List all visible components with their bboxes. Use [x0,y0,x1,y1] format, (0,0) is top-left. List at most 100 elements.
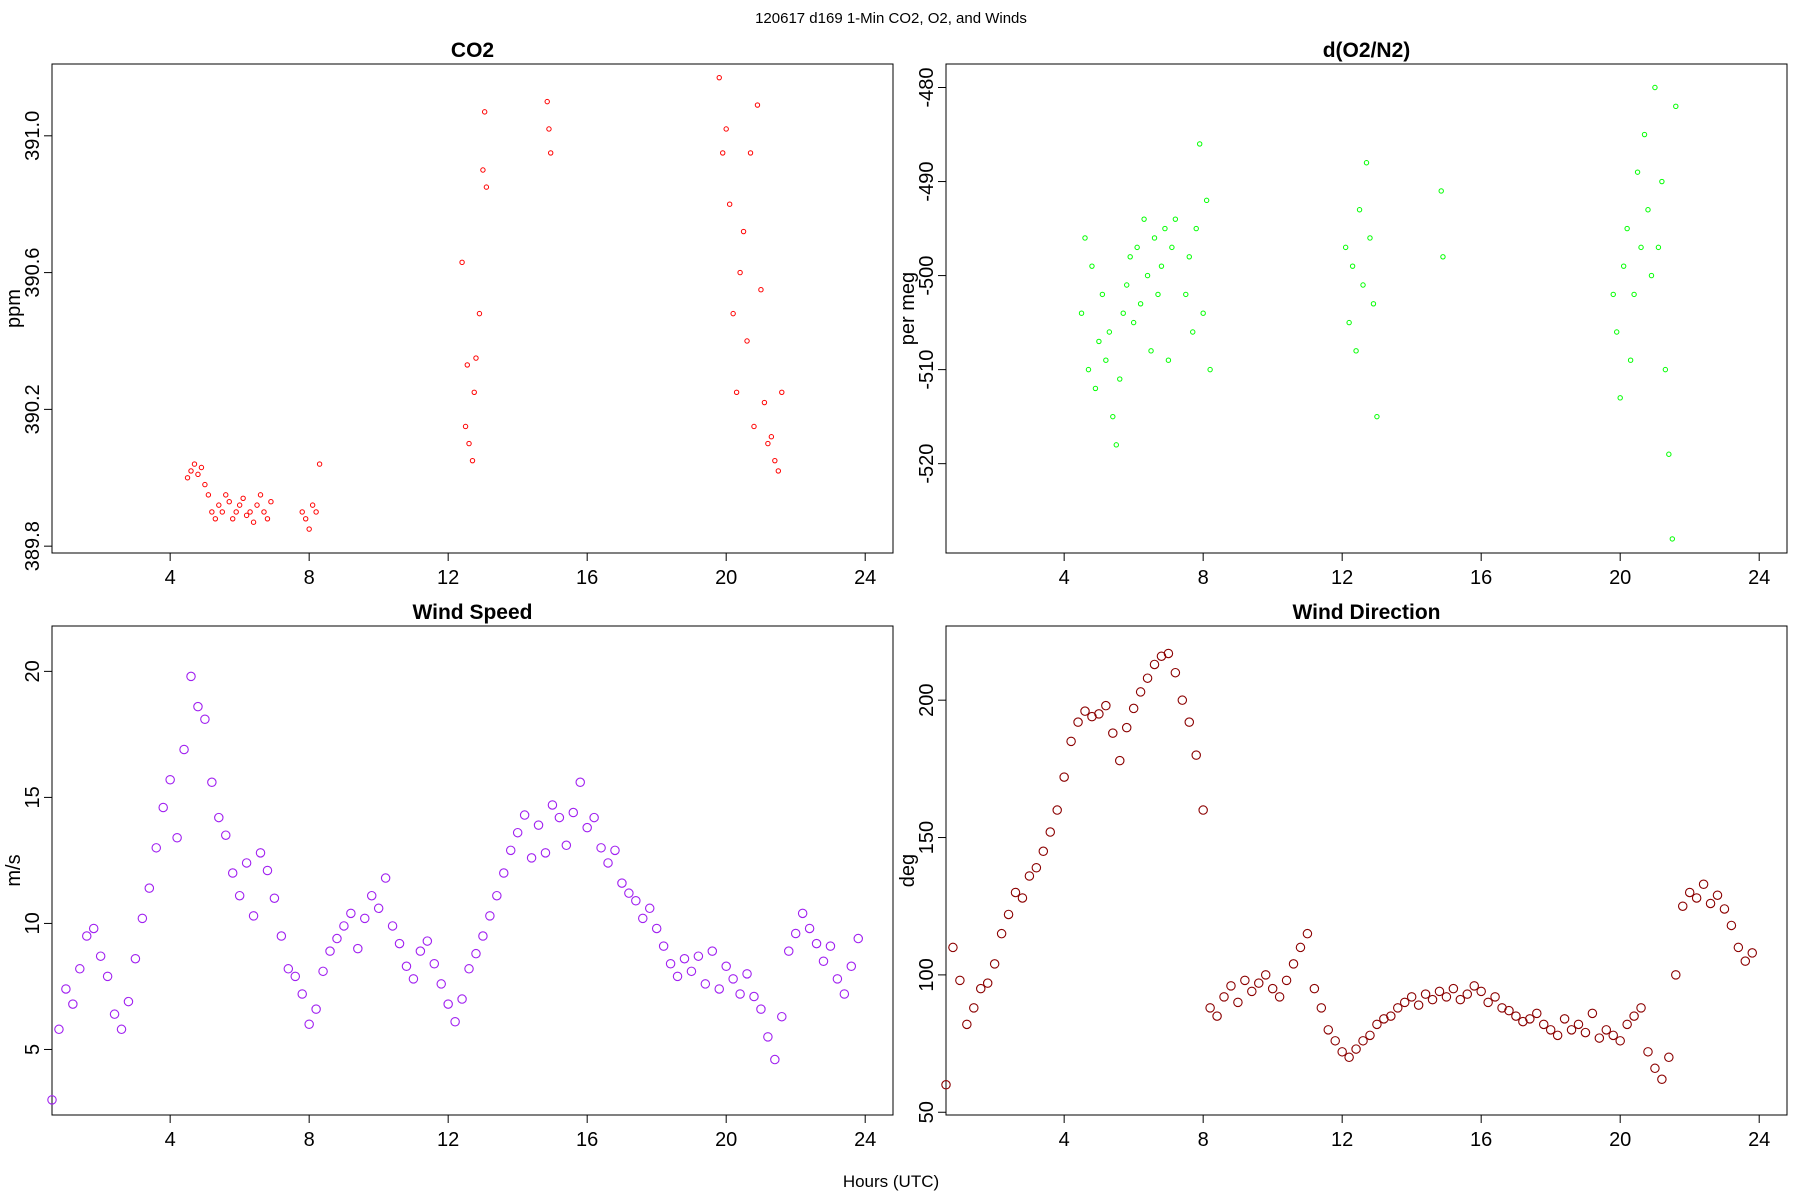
wind-direction-point [1525,1014,1535,1024]
wind-speed-point [360,913,370,924]
wind-direction-point [1198,805,1208,815]
wind-direction-point [1233,997,1243,1008]
wind-direction-point [1094,709,1104,719]
wind-speed-point [457,994,467,1004]
wind-direction-point [1698,879,1709,889]
co2-point [184,475,191,481]
wind-speed-point [75,964,85,974]
wind-direction-plot-frame [945,625,1788,1116]
co2-point [464,362,470,368]
wind-speed-point [297,989,307,999]
wind-speed-point [811,938,822,949]
wind-direction-point [1393,1003,1403,1013]
wind-direction-point [1705,898,1716,909]
co2-point [737,269,743,276]
wind-speed-point [839,989,850,999]
wind-direction-point [1671,970,1681,980]
wind-speed-point [540,848,551,858]
co2-point [473,355,479,361]
wind-direction-point [1184,717,1195,727]
co2-point [480,167,486,173]
wind-speed-point [471,948,481,959]
wind-speed-point [797,908,808,919]
o2n2-point [1158,263,1165,269]
o2n2-point [1124,282,1130,288]
wind-speed-point [234,890,245,901]
wind-direction-point [1267,983,1278,994]
co2-point [469,457,476,464]
wind-direction-point [1080,706,1090,716]
wind-direction-point [1212,1011,1222,1021]
wind-direction-point [1469,981,1479,991]
o2n2-point [1190,329,1196,335]
co2-point [726,201,733,207]
o2n2-point [1130,319,1137,326]
o2n2-point [1117,376,1123,382]
wind-speed-point [617,878,627,888]
wind-speed-point [832,974,843,984]
wind-speed-point [533,820,544,830]
wind-speed-xtick-label: 8 [304,1129,315,1151]
o2n2-point [1641,131,1648,138]
wind-speed-point [763,1032,773,1042]
wind-speed-point [624,888,634,898]
wind-speed-point [304,1019,314,1030]
wind-speed-point [526,853,537,863]
o2n2-point [1342,244,1349,251]
o2n2-point [1085,366,1092,373]
wind-speed-point [700,979,711,989]
co2-point [313,509,319,515]
wind-direction-point [1128,703,1139,714]
o2n2-point [1092,385,1099,392]
o2n2-point [1614,329,1620,335]
o2n2-xtick-label: 24 [1748,567,1770,589]
wind-direction-point [1740,956,1751,966]
wind-direction-point [1330,1036,1340,1046]
wind-direction-point [1045,827,1056,837]
wind-speed-point [318,966,328,977]
wind-direction-point [1657,1074,1667,1085]
o2n2-point [1617,395,1623,401]
wind-speed-ytick-label: 15 [22,786,44,808]
o2n2-point [1367,235,1373,241]
wind-direction-point [1121,722,1132,733]
wind-direction-point [996,928,1007,939]
wind-speed-points [47,671,863,1105]
wind-direction-points [941,648,1757,1090]
wind-direction-point [1205,1003,1215,1013]
wind-direction-point [1372,1019,1382,1030]
wind-speed-point [735,989,745,999]
wind-direction-point [1274,992,1285,1002]
co2-title: CO2 [451,39,494,62]
wind-direction-point [1344,1052,1354,1063]
co2-point [462,423,469,430]
o2n2-title: d(O2/N2) [1323,39,1411,62]
wind-direction-point [1615,1036,1625,1046]
o2n2-point [1165,357,1172,363]
co2-xtick-label: 12 [437,567,459,589]
wind-speed-xtick-label: 12 [437,1129,459,1151]
co2-point [202,481,208,488]
wind-speed-point [777,1011,787,1022]
wind-speed-point [756,1004,766,1014]
o2n2-point [1103,357,1109,363]
wind-speed-point [82,931,92,941]
co2-point [716,74,722,81]
wind-direction-point [1747,948,1757,958]
wind-direction-point [1643,1047,1653,1057]
wind-speed-point [207,777,217,788]
co2-plot-frame [51,63,894,554]
wind-speed-point [255,848,266,858]
wind-speed-title: Wind Speed [413,601,533,624]
co2-xtick-label: 4 [165,567,176,589]
o2n2-point [1207,366,1213,373]
co2-point [466,440,472,447]
co2-point [546,126,552,132]
wind-direction-point [1386,1011,1396,1021]
wind-direction-point [1135,687,1146,697]
wind-speed-point [519,810,530,820]
wind-direction-point [1240,975,1250,986]
wind-speed-point [123,996,134,1007]
co2-points [184,74,785,532]
o2n2-ytick-label: -510 [916,350,938,390]
